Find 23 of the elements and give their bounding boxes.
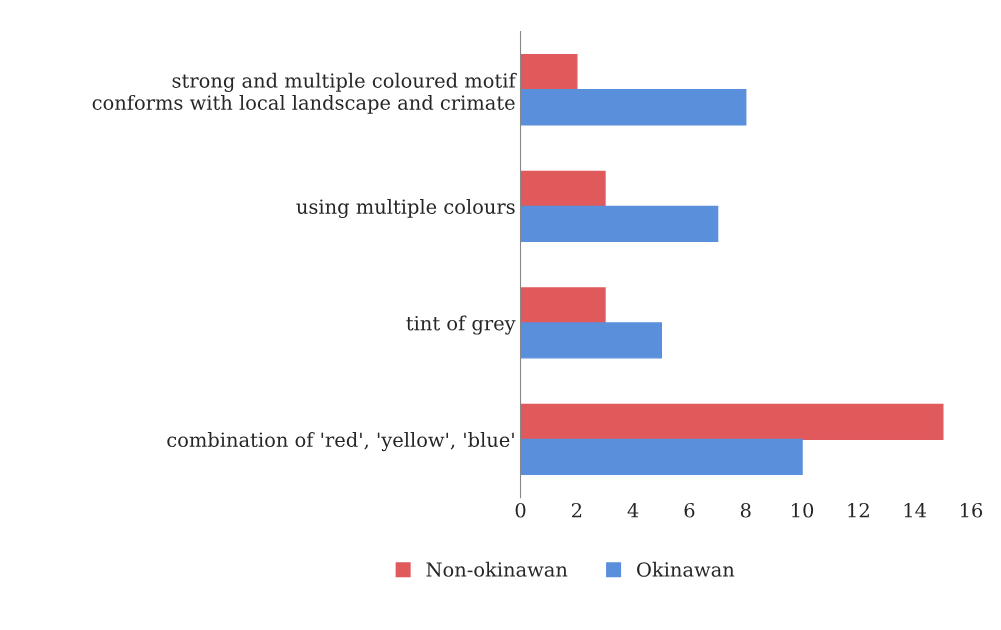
bar <box>520 54 578 91</box>
bar <box>520 205 719 242</box>
x-tick-label: 10 <box>792 502 814 518</box>
x-tick-label: 6 <box>684 502 695 518</box>
y-tick-label: using multiple colours <box>296 198 515 219</box>
y-tick-label: strong and multiple coloured motif conforms with local landscape and crimate <box>92 72 517 114</box>
legend-label: Okinawan <box>637 561 735 577</box>
bar <box>520 403 944 441</box>
x-tick-label: 16 <box>960 502 983 518</box>
y-tick-label: combination of 'red', 'yellow', 'blue' <box>167 432 514 452</box>
bar <box>520 322 662 359</box>
bar <box>520 287 606 324</box>
x-tick-label: 8 <box>740 502 751 518</box>
legend-label: Non-okinawan <box>426 561 568 577</box>
x-tick-label: 0 <box>515 502 526 518</box>
bar <box>520 89 747 126</box>
x-tick-label: 4 <box>627 502 639 518</box>
x-tick-label: 2 <box>571 502 582 518</box>
bar <box>520 170 606 208</box>
bar <box>520 438 803 476</box>
y-tick-label: tint of grey <box>406 315 516 335</box>
x-tick-label: 12 <box>848 502 869 518</box>
x-tick-label: 14 <box>904 502 927 518</box>
